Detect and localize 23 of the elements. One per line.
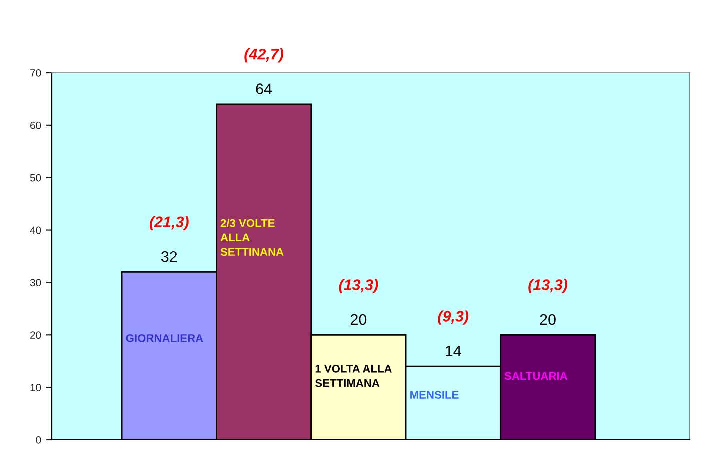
y-tick-label: 20 [30, 332, 42, 340]
x-tick-label: 2/3 VOLTE ALLA SETTINANA [220, 219, 284, 256]
y-tick-label: 40 [30, 226, 42, 234]
x-tick-label: 1 VOLTA ALLA SETTIMANA [315, 365, 392, 388]
data-label: 14 [446, 346, 462, 356]
annotation: (42,7) [244, 48, 284, 63]
y-tick-label: 60 [30, 122, 42, 130]
data-label: 64 [256, 84, 272, 94]
x-tick-label: SALTUARIA [504, 372, 568, 380]
annotation: (13,3) [339, 279, 378, 294]
data-label: 20 [350, 314, 367, 326]
annotation: (13,3) [528, 279, 568, 294]
x-tick-label: GIORNALIERA [126, 334, 204, 342]
y-tick-label: 10 [30, 384, 42, 392]
data-label: 20 [540, 314, 556, 326]
y-tick-label: 30 [30, 279, 42, 287]
x-tick-label: MENSILE [410, 391, 459, 399]
y-tick-label: 0 [36, 436, 42, 444]
y-tick-label: 70 [30, 70, 42, 77]
annotation: (21,3) [150, 216, 189, 231]
y-tick-label: 50 [30, 174, 42, 182]
data-label: 32 [161, 251, 178, 262]
annotation: (9,3) [438, 310, 469, 325]
